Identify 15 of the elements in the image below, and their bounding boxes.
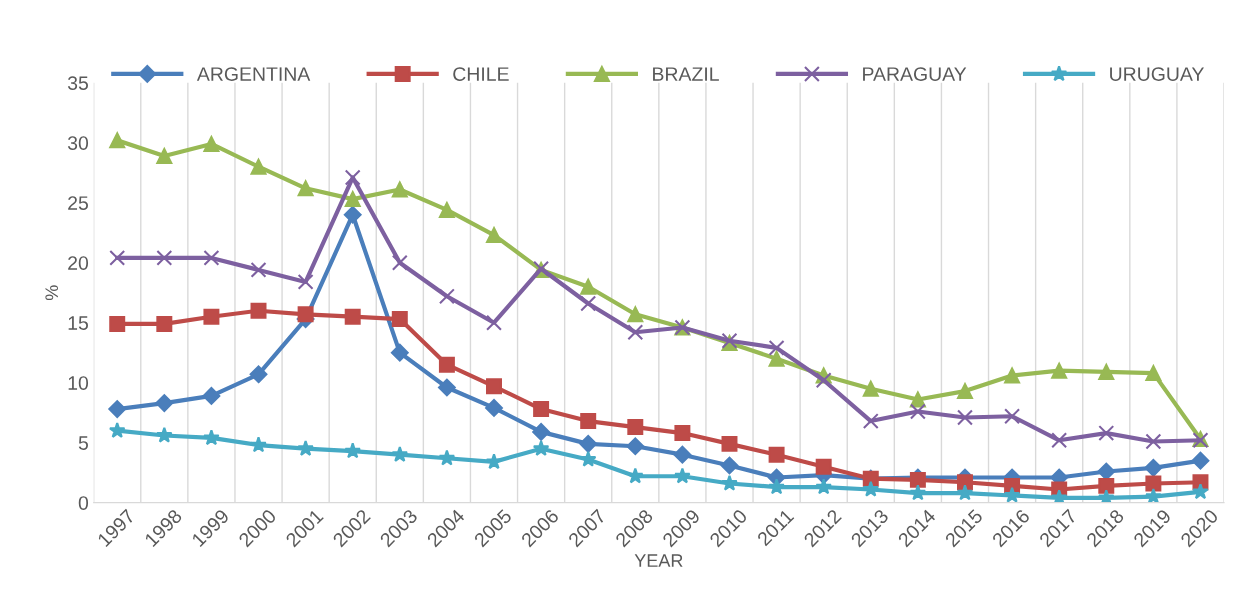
y-tick-label: 30 [67, 136, 89, 150]
y-tick-label: 25 [68, 196, 88, 210]
legend-label: PARAGUAY [863, 67, 967, 81]
legend-label: BRAZIL [653, 67, 719, 81]
y-tick-label: 10 [68, 376, 89, 390]
y-tick-label: 15 [68, 316, 88, 330]
y-axis-title: % [45, 285, 58, 301]
legend-label: CHILE [453, 67, 509, 81]
y-tick-label: 0 [78, 496, 89, 510]
y-tick-label: 20 [68, 256, 89, 270]
y-tick-label: 5 [78, 436, 88, 450]
y-tick-label: 35 [67, 76, 88, 90]
legend-label: URUGUAY [1110, 67, 1204, 81]
x-axis-title: YEAR [634, 554, 683, 567]
legend-label: ARGENTINA [196, 67, 311, 81]
